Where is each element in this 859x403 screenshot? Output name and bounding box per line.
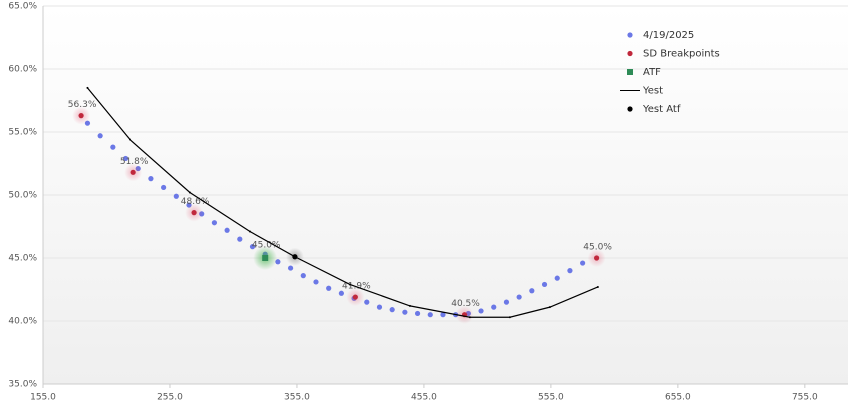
dot (287, 265, 294, 271)
y-tick-label: 55.0% (8, 128, 37, 138)
dot (313, 279, 319, 285)
legend-label: ATF (643, 67, 661, 78)
data-label: 56.3% (68, 100, 97, 110)
data-label: 51.8% (120, 157, 149, 167)
dot (173, 193, 179, 199)
dot (516, 294, 522, 300)
point (352, 294, 358, 300)
legend-swatch (627, 106, 633, 112)
legend-swatch (627, 69, 633, 75)
point (292, 254, 298, 260)
legend-label: Yest Atf (642, 104, 681, 115)
legend-swatch (627, 32, 633, 38)
line-vertex (548, 306, 551, 309)
point (593, 255, 600, 261)
data-label: 48.6% (181, 197, 210, 207)
dot (580, 260, 586, 266)
line-vertex (128, 138, 131, 141)
dot (211, 220, 218, 226)
y-tick-label: 60.0% (8, 65, 37, 75)
x-tick-label: 555.0 (538, 393, 564, 403)
dot (97, 133, 103, 139)
dot (364, 299, 370, 305)
y-tick-label: 35.0% (8, 380, 37, 390)
legend-label: 4/19/2025 (643, 30, 694, 41)
x-tick-label: 155.0 (30, 393, 56, 403)
dot (478, 308, 484, 314)
dot (148, 176, 154, 182)
dot (541, 281, 548, 288)
x-tick-label: 455.0 (411, 393, 437, 403)
dot (326, 285, 332, 291)
y-tick-label: 40.0% (8, 317, 37, 327)
y-tick-label: 45.0% (8, 254, 37, 264)
y-tick-label: 50.0% (8, 191, 37, 201)
dot (110, 144, 116, 150)
dot (402, 309, 408, 315)
legend-label: Yest (642, 86, 663, 97)
dot (427, 312, 433, 318)
data-label: 40.5% (451, 299, 480, 309)
dot (338, 290, 344, 296)
line-vertex (348, 283, 351, 286)
data-label: 45.0% (583, 243, 612, 253)
dot (414, 310, 421, 317)
dot (249, 244, 256, 250)
dot (567, 268, 573, 274)
line-vertex (508, 316, 511, 319)
x-tick-label: 755.0 (792, 393, 818, 403)
line-vertex (468, 316, 471, 319)
dot (224, 227, 230, 233)
point (191, 210, 197, 216)
dot (161, 184, 167, 191)
data-label: 45.0% (252, 241, 281, 251)
y-tick-label: 65.0% (8, 2, 37, 12)
dot (237, 236, 243, 242)
dot (491, 304, 497, 310)
x-tick-label: 355.0 (284, 393, 310, 403)
dot (554, 275, 560, 281)
dot (122, 155, 129, 162)
dot (300, 273, 306, 279)
line-vertex (408, 304, 411, 307)
legend-swatch (627, 50, 633, 57)
line-vertex (248, 230, 251, 233)
x-tick-label: 655.0 (665, 393, 691, 403)
point (78, 113, 84, 119)
point (130, 169, 136, 175)
dot (529, 288, 535, 294)
atf-marker (262, 255, 269, 261)
dot (376, 304, 383, 310)
line-vertex (188, 191, 191, 194)
x-tick-label: 255.0 (157, 393, 183, 403)
dot (503, 299, 510, 305)
dot (440, 312, 446, 318)
line-vertex (86, 86, 89, 89)
legend-label: SD Breakpoints (643, 49, 720, 60)
dot (389, 307, 395, 313)
line-vertex (596, 285, 599, 288)
